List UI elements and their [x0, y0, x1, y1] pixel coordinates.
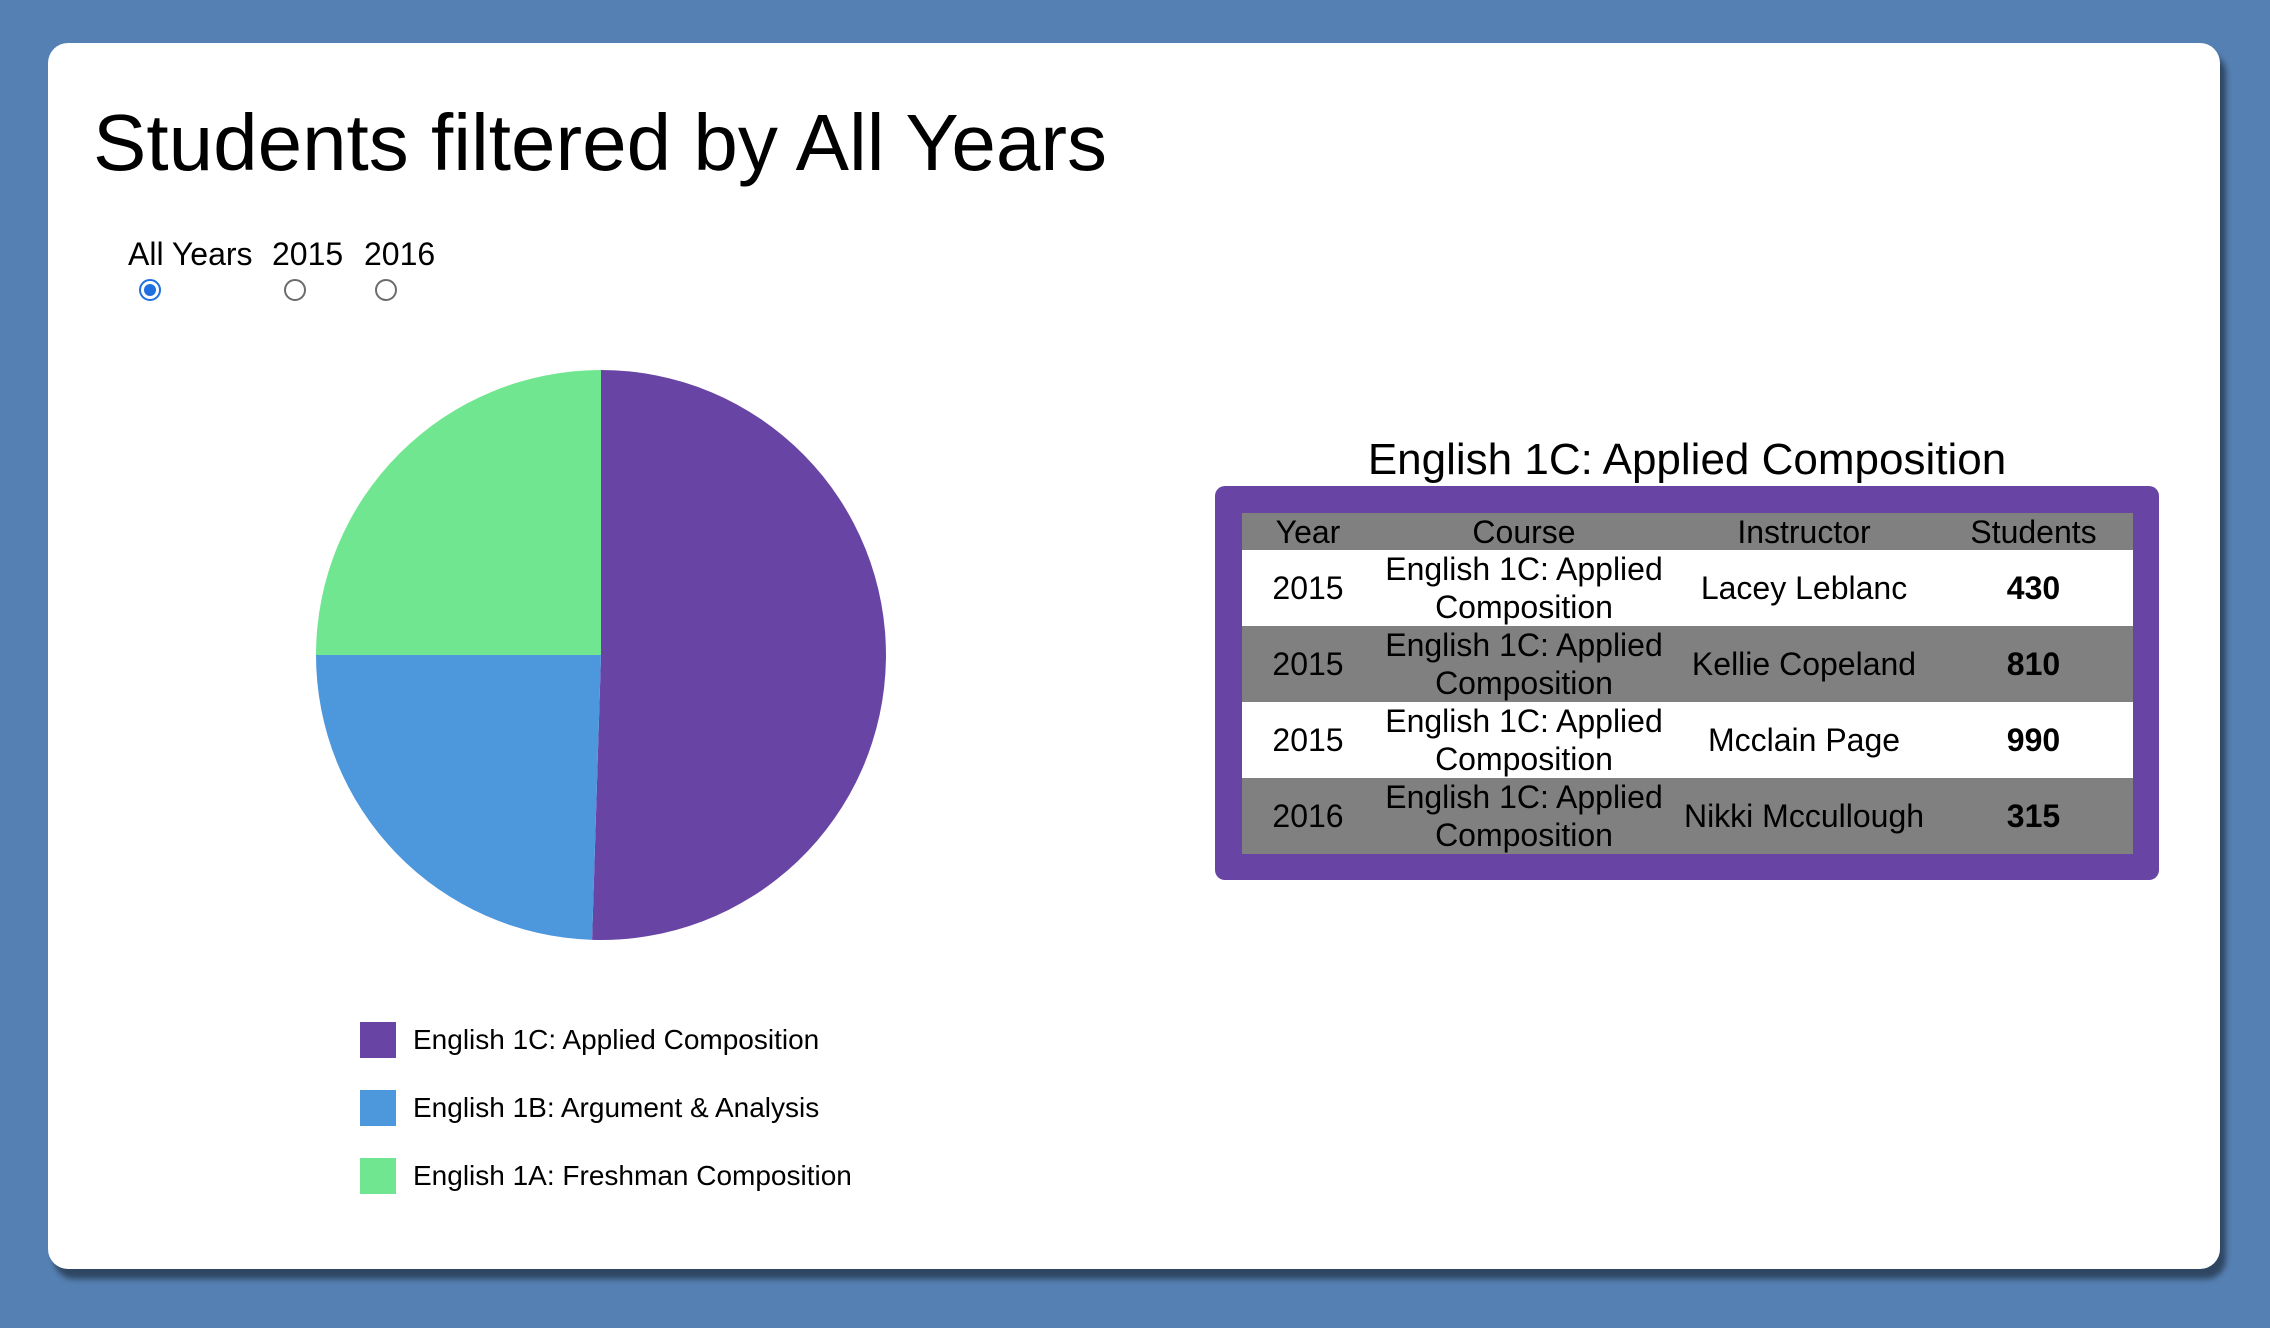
cell-year: 2015: [1272, 646, 1344, 682]
legend-swatch-1a: [360, 1158, 396, 1194]
header-year: Year: [1275, 513, 1341, 550]
cell-students: 430: [2006, 570, 2061, 606]
table-row: 2015 English 1C: Applied Composition Kel…: [1242, 626, 2133, 702]
table-row: 2015 English 1C: Applied Composition Mcc…: [1242, 702, 2133, 778]
radio-all-years[interactable]: [139, 279, 161, 301]
header-instructor: Instructor: [1737, 513, 1871, 550]
table-row: 2015 English 1C: Applied Composition Lac…: [1242, 550, 2133, 626]
cell-students: 990: [2006, 722, 2061, 758]
cell-year: 2015: [1272, 570, 1344, 606]
cell-instructor: Lacey Leblanc: [1700, 570, 1908, 606]
course-table-body: Year Course Instructor Students 2015 Eng…: [1242, 513, 2133, 854]
radio-label-all-years: All Years: [128, 236, 253, 272]
table-row: 2016 English 1C: Applied Composition Nik…: [1242, 778, 2133, 854]
legend-swatch-1c: [360, 1022, 396, 1058]
pie-slice-1b[interactable]: [316, 655, 601, 940]
header-course: Course: [1472, 513, 1576, 550]
course-table: Year Course Instructor Students 2015 Eng…: [1215, 486, 2159, 880]
radio-label-2016: 2016: [364, 236, 436, 272]
cell-course: English 1C: Applied Composition: [1385, 779, 1663, 853]
radio-2016[interactable]: [375, 279, 397, 301]
table-header: Year Course Instructor Students: [1242, 513, 2133, 550]
table-title: English 1C: Applied Composition: [1367, 435, 2007, 484]
cell-course: English 1C: Applied Composition: [1385, 703, 1663, 777]
header-students: Students: [1970, 513, 2097, 550]
legend-label-1a: English 1A: Freshman Composition: [413, 1160, 852, 1191]
legend-label-1b: English 1B: Argument & Analysis: [413, 1092, 820, 1123]
cell-course: English 1C: Applied Composition: [1385, 627, 1663, 701]
cell-course: English 1C: Applied Composition: [1385, 551, 1663, 625]
cell-instructor: Nikki Mccullough: [1683, 798, 1925, 834]
radio-2015[interactable]: [284, 279, 306, 301]
pie-slice-1a[interactable]: [316, 370, 601, 655]
cell-students: 810: [2006, 646, 2061, 682]
cell-instructor: Kellie Copeland: [1691, 646, 1917, 682]
legend-swatch-1b: [360, 1090, 396, 1126]
cell-instructor: Mcclain Page: [1707, 722, 1901, 758]
pie-slice-1c[interactable]: [592, 370, 886, 941]
cell-students: 315: [2006, 798, 2061, 834]
page-title: Students filtered by All Years: [93, 98, 1107, 187]
cell-year: 2016: [1272, 798, 1344, 834]
legend-label-1c: English 1C: Applied Composition: [413, 1024, 820, 1055]
cell-year: 2015: [1272, 722, 1344, 758]
radio-label-2015: 2015: [272, 236, 344, 272]
